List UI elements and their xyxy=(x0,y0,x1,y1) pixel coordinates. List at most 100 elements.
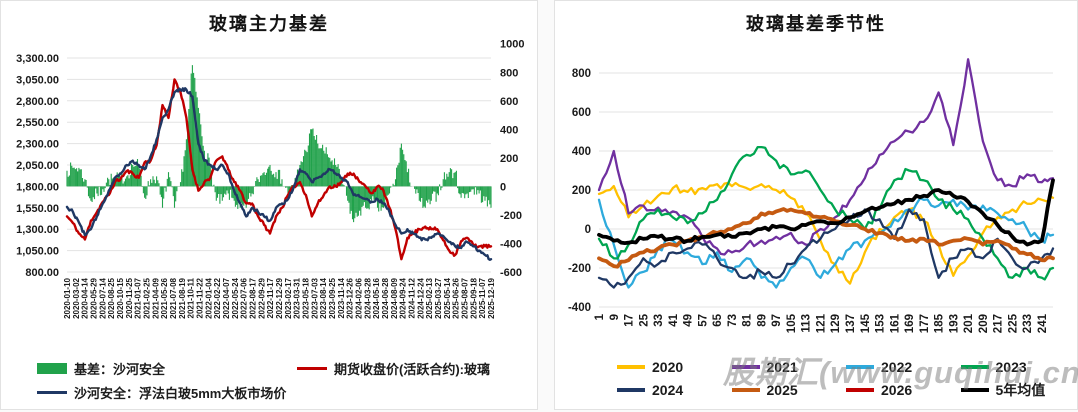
svg-text:2,300.00: 2,300.00 xyxy=(16,139,59,151)
svg-text:2021-11-22: 2021-11-22 xyxy=(196,277,205,318)
svg-text:2024-12-24: 2024-12-24 xyxy=(416,277,425,318)
svg-text:193: 193 xyxy=(948,314,960,333)
svg-text:2021-02-25: 2021-02-25 xyxy=(143,277,152,318)
legend-line-icon xyxy=(37,390,67,395)
svg-text:1,550.00: 1,550.00 xyxy=(16,203,59,215)
legend-line-icon xyxy=(617,388,645,392)
futures-close-line-series xyxy=(65,78,493,261)
svg-text:800: 800 xyxy=(500,67,518,79)
svg-text:2024-09-24: 2024-09-24 xyxy=(399,277,408,318)
right-y-axis-labels: 800 600 400 200 0 -200 -400 xyxy=(568,68,591,314)
svg-text:2022-01-04: 2022-01-04 xyxy=(204,277,213,318)
svg-text:129: 129 xyxy=(830,314,842,333)
legend-line-icon xyxy=(731,365,760,369)
seasonal-line-2025 xyxy=(597,207,1055,269)
svg-text:2020-11-25: 2020-11-25 xyxy=(125,277,134,318)
svg-text:2024-05-16: 2024-05-16 xyxy=(372,277,381,318)
svg-text:25: 25 xyxy=(638,313,650,326)
svg-text:2022-04-07: 2022-04-07 xyxy=(222,277,231,318)
svg-text:225: 225 xyxy=(1007,313,1019,333)
legend-label: 2022 xyxy=(881,359,913,375)
svg-text:200: 200 xyxy=(572,185,591,197)
svg-text:2022-02-22: 2022-02-22 xyxy=(213,277,222,318)
svg-text:1,300.00: 1,300.00 xyxy=(16,224,59,236)
legend-label: 2021 xyxy=(766,359,798,375)
legend-item-futures: 期货收盘价(活跃合约):玻璃 xyxy=(297,359,490,378)
svg-text:2023-07-03: 2023-07-03 xyxy=(310,277,319,318)
legend-item-5年均值: 5年均值 xyxy=(960,380,1074,400)
left-basis-axis-labels: 1000 800 600 400 200 0 -200 -400 -600 xyxy=(500,39,524,279)
svg-text:-400: -400 xyxy=(568,302,591,314)
svg-text:1: 1 xyxy=(594,313,606,320)
legend-label: 沙河安全：浮法白玻5mm大板市场价 xyxy=(74,386,287,401)
svg-text:400: 400 xyxy=(500,124,518,136)
svg-text:2025-11-07: 2025-11-07 xyxy=(478,277,487,318)
legend-line-icon xyxy=(297,366,327,371)
svg-text:2022-07-06: 2022-07-06 xyxy=(240,277,249,318)
svg-text:2022-05-24: 2022-05-24 xyxy=(231,277,240,318)
svg-text:1000: 1000 xyxy=(500,39,524,51)
svg-text:241: 241 xyxy=(1037,313,1049,333)
legend-item-2021: 2021 xyxy=(731,359,845,375)
right-gridlines xyxy=(599,72,1053,308)
svg-text:2020-03-02: 2020-03-02 xyxy=(72,277,81,318)
svg-text:1,800.00: 1,800.00 xyxy=(16,181,59,193)
svg-text:2025-12-19: 2025-12-19 xyxy=(487,277,496,318)
svg-text:89: 89 xyxy=(756,314,768,327)
legend-line-icon xyxy=(960,387,989,393)
basis-chart-panel: 玻璃主力基差 3,300.00 3,050.00 2,800.00 2,550.00 2… xyxy=(0,0,538,410)
svg-text:185: 185 xyxy=(934,313,946,333)
legend-item-2020: 2020 xyxy=(617,359,730,375)
svg-text:233: 233 xyxy=(1022,314,1034,333)
svg-text:2021-01-07: 2021-01-07 xyxy=(134,277,143,318)
svg-text:200: 200 xyxy=(500,153,518,165)
svg-text:2023-05-18: 2023-05-18 xyxy=(302,277,311,318)
legend-label: 2025 xyxy=(766,382,798,398)
svg-text:2025-05-14: 2025-05-14 xyxy=(443,277,452,318)
legend-item-2024: 2024 xyxy=(617,380,730,400)
svg-text:2020-08-25: 2020-08-25 xyxy=(107,277,116,318)
svg-text:2021-07-08: 2021-07-08 xyxy=(169,277,178,318)
svg-text:2023-11-14: 2023-11-14 xyxy=(337,277,346,318)
svg-text:177: 177 xyxy=(919,314,931,333)
svg-text:121: 121 xyxy=(815,313,827,333)
svg-text:57: 57 xyxy=(697,314,709,327)
seasonal-line-2024 xyxy=(597,208,1055,289)
legend-line-icon xyxy=(846,365,874,369)
svg-text:2023-09-25: 2023-09-25 xyxy=(328,277,337,318)
svg-text:41: 41 xyxy=(668,313,680,326)
svg-text:81: 81 xyxy=(742,313,754,326)
svg-text:2025-06-26: 2025-06-26 xyxy=(452,277,461,318)
right-chart-title: 玻璃基差季节性 xyxy=(746,14,886,34)
svg-text:2022-11-17: 2022-11-17 xyxy=(266,277,275,318)
svg-text:-200: -200 xyxy=(568,263,591,275)
legend-line-icon xyxy=(731,387,760,393)
svg-text:2023-03-31: 2023-03-31 xyxy=(293,277,302,318)
svg-text:73: 73 xyxy=(727,314,739,327)
seasonal-line-2023 xyxy=(597,145,1055,281)
svg-text:97: 97 xyxy=(771,314,783,327)
svg-text:2,050.00: 2,050.00 xyxy=(16,160,59,172)
svg-text:0: 0 xyxy=(585,224,591,236)
svg-text:2020-10-15: 2020-10-15 xyxy=(116,277,125,318)
svg-text:201: 201 xyxy=(963,313,975,333)
seasonal-line-5年均值 xyxy=(597,178,1055,247)
legend-line-icon xyxy=(846,388,874,392)
seasonal-line-2021 xyxy=(597,58,1055,256)
svg-text:2020-04-14: 2020-04-14 xyxy=(81,277,90,318)
basis-combo-chart: 3,300.00 3,050.00 2,800.00 2,550.00 2,300.00… xyxy=(16,39,524,319)
svg-text:0: 0 xyxy=(500,181,506,193)
svg-text:1,050.00: 1,050.00 xyxy=(16,246,59,258)
svg-text:209: 209 xyxy=(978,314,990,333)
right-x-axis-labels: 1 9 17 25 33 41 49 57 65 73 81 89 97 105 113 121 129 137 1… xyxy=(594,313,1049,333)
svg-text:217: 217 xyxy=(993,314,1005,333)
svg-text:113: 113 xyxy=(801,314,813,333)
svg-text:2020-01-10: 2020-01-10 xyxy=(63,277,72,318)
svg-text:400: 400 xyxy=(572,146,591,158)
svg-text:2025-02-13: 2025-02-13 xyxy=(425,277,434,318)
legend-item-2022: 2022 xyxy=(846,359,959,375)
right-chart-legend: 2020 2021 2022 2023 2024 2025 2026 5年均值 xyxy=(617,359,1073,400)
svg-text:600: 600 xyxy=(500,96,518,108)
